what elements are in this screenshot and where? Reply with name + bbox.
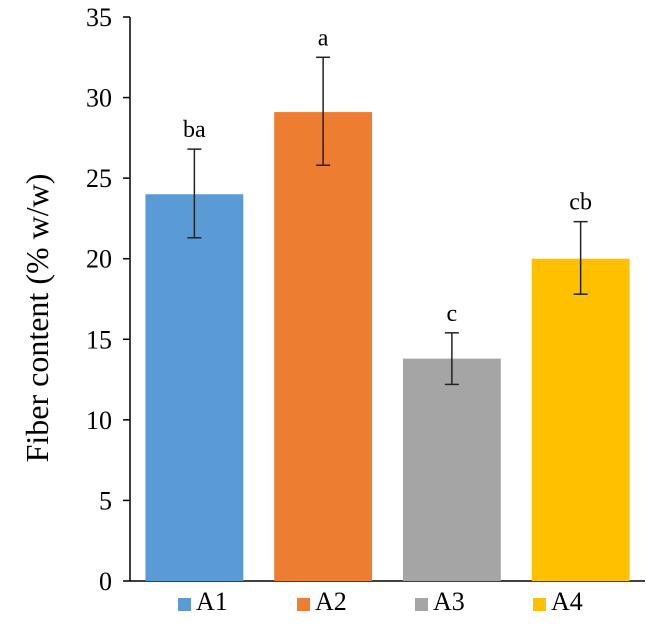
y-tick-label: 30	[86, 84, 112, 113]
y-tick-label: 35	[86, 3, 112, 32]
data-label-a2: a	[318, 25, 329, 51]
bars	[145, 112, 630, 582]
axes: 0 5 10 15 20 25 30 35	[86, 3, 645, 596]
legend-swatch-a4	[533, 598, 546, 611]
bar-a3	[402, 358, 501, 581]
legend-label-a4: A4	[551, 587, 583, 616]
legend-label-a3: A3	[433, 587, 465, 616]
data-label-a1: ba	[183, 117, 206, 143]
data-labels: ba a c cb	[183, 25, 592, 327]
bar-a4	[531, 258, 630, 581]
legend-swatch-a1	[178, 598, 191, 611]
data-label-a4: cb	[569, 190, 592, 216]
error-bars	[187, 56, 588, 386]
y-tick-label: 10	[86, 406, 112, 435]
bar-a1	[145, 194, 244, 581]
bar-a2	[274, 112, 373, 582]
legend: A1 A2 A3 A4	[178, 587, 583, 616]
data-label-a3: c	[447, 301, 458, 327]
legend-label-a1: A1	[196, 587, 228, 616]
y-axis-title: Fiber content (% w/w)	[19, 174, 55, 463]
legend-label-a2: A2	[315, 587, 347, 616]
y-tick-label: 5	[99, 486, 112, 515]
y-tick-label: 25	[86, 164, 112, 193]
y-tick-label: 15	[86, 325, 112, 354]
legend-swatch-a3	[415, 598, 428, 611]
legend-swatch-a2	[297, 598, 310, 611]
y-tick-label: 0	[99, 567, 112, 596]
y-tick-label: 20	[86, 245, 112, 274]
